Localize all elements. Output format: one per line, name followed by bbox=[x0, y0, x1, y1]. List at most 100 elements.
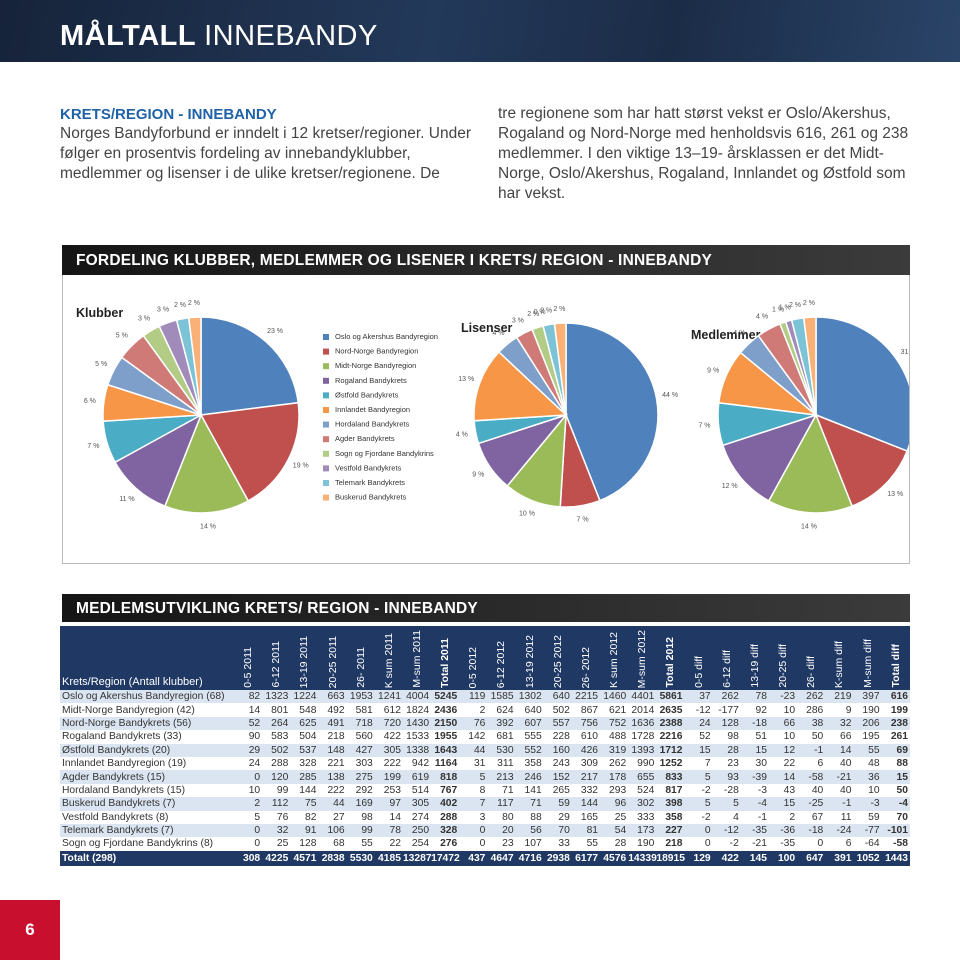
cell: 398 bbox=[656, 797, 685, 811]
cell: 78 bbox=[374, 823, 403, 838]
slice-label: 2 % bbox=[188, 300, 200, 307]
cell: 265 bbox=[543, 783, 572, 798]
row-label: Rogaland Bandykrets (33) bbox=[60, 730, 234, 744]
cell: 2215 bbox=[571, 690, 601, 704]
cell: 24 bbox=[684, 716, 713, 731]
cell: 504 bbox=[290, 730, 319, 744]
slice-label: 31 % bbox=[901, 349, 909, 356]
data-table: Krets/Region (Antall klubber) 0-5 2011 6-1… bbox=[60, 626, 910, 866]
cell: -36 bbox=[768, 823, 798, 838]
section-title: FORDELING KLUBBER, MEDLEMMER OG LISENER … bbox=[76, 252, 713, 269]
cell: 222 bbox=[374, 756, 403, 771]
cell: 10 bbox=[768, 703, 798, 717]
cell: 1052 bbox=[853, 850, 882, 866]
column-header: M-sum 2012 bbox=[628, 626, 657, 690]
cell: 18915 bbox=[656, 850, 685, 866]
table-foot: Totalt (298) 308 4225 4571 2838 5530 4185 13287… bbox=[60, 850, 910, 866]
cell: -2 bbox=[684, 783, 713, 798]
cell: 640 bbox=[515, 703, 544, 717]
cell: 502 bbox=[543, 703, 572, 717]
cell: 303 bbox=[346, 756, 375, 771]
pie-slice bbox=[721, 413, 818, 502]
cell: 138 bbox=[318, 770, 347, 784]
pie-slice bbox=[199, 401, 300, 502]
cell: 24 bbox=[234, 756, 263, 771]
cell: 2014 bbox=[628, 703, 657, 717]
cell: 10 bbox=[853, 783, 882, 798]
cell: 254 bbox=[402, 837, 432, 851]
legend-swatch bbox=[323, 450, 329, 457]
cell: 5530 bbox=[346, 850, 375, 866]
slice-label: 4 % bbox=[733, 330, 745, 337]
cell: -39 bbox=[740, 770, 769, 784]
column-header: K sum 2011 bbox=[374, 626, 403, 690]
cell: 5 bbox=[712, 797, 741, 811]
cell: 14 bbox=[768, 770, 798, 784]
cell: 32 bbox=[825, 716, 854, 731]
cell: 427 bbox=[346, 743, 375, 757]
cell: 2 bbox=[459, 703, 488, 717]
column-header-text: 20-25 diff bbox=[777, 644, 790, 688]
cell: 112 bbox=[262, 797, 291, 811]
cell: -24 bbox=[825, 823, 854, 838]
cell: 28 bbox=[600, 837, 629, 851]
cell: 99 bbox=[346, 823, 375, 838]
column-header-text: 13-19 2011 bbox=[298, 635, 311, 688]
cell: 607 bbox=[515, 716, 544, 731]
column-header: 26- 2012 bbox=[571, 626, 601, 690]
cell: 51 bbox=[740, 730, 769, 744]
cell: 29 bbox=[234, 743, 263, 757]
cell: 867 bbox=[571, 703, 601, 717]
cell: 2 bbox=[234, 797, 263, 811]
cell: 148 bbox=[318, 743, 347, 757]
row-label: Sogn og Fjordane Bandykrins (8) bbox=[60, 837, 234, 851]
cell: 190 bbox=[628, 837, 657, 851]
cell: 817 bbox=[656, 783, 685, 798]
cell: 17472 bbox=[431, 850, 460, 866]
cell: -25 bbox=[797, 797, 826, 811]
slice-label: 5 % bbox=[116, 333, 128, 340]
cell: 55 bbox=[346, 837, 375, 851]
page-title: MÅLTALL INNEBANDY bbox=[60, 20, 378, 53]
legend-swatch bbox=[323, 334, 329, 340]
cell: -1 bbox=[797, 743, 826, 757]
cell: 1585 bbox=[487, 690, 516, 704]
cell: 40 bbox=[825, 783, 854, 798]
cell: 488 bbox=[600, 730, 629, 744]
cell: 44 bbox=[318, 797, 347, 811]
cell: 66 bbox=[768, 716, 798, 731]
cell: 23 bbox=[712, 756, 741, 771]
column-header: 13-19 diff bbox=[740, 626, 769, 690]
cell: -12 bbox=[712, 823, 741, 838]
legend-label: Vestfold Bandykrets bbox=[335, 463, 402, 472]
pie-panel: Klubber 23 % 19 % 14 % 11 % 7 % 6 % 5 % 5 % 3 % 3 … bbox=[62, 275, 917, 564]
cell: -35 bbox=[740, 823, 769, 838]
column-header-text: 6-12 diff bbox=[720, 650, 733, 688]
cell: 5 bbox=[459, 770, 488, 784]
cell: 990 bbox=[628, 756, 657, 771]
cell: 502 bbox=[262, 743, 291, 757]
intro-left-text: Norges Bandyforbund er inndelt i 12 kret… bbox=[60, 125, 471, 182]
slice-label: 14 % bbox=[200, 524, 216, 531]
cell: 262 bbox=[797, 690, 826, 704]
cell: 43 bbox=[768, 783, 798, 798]
cell: 801 bbox=[262, 703, 291, 717]
pie-title: Medlemmer bbox=[691, 328, 761, 342]
column-header-text: 0-5 2011 bbox=[242, 647, 255, 688]
legend-swatch bbox=[323, 407, 329, 413]
column-header-text: 13-19 diff bbox=[748, 644, 761, 688]
cell: 2 bbox=[768, 810, 798, 824]
cell: 942 bbox=[402, 756, 432, 771]
cell: 1460 bbox=[600, 690, 629, 704]
cell: 169 bbox=[346, 797, 375, 811]
cell: 10 bbox=[768, 730, 798, 744]
cell: 720 bbox=[374, 716, 403, 731]
cell: 190 bbox=[853, 703, 882, 717]
cell: 555 bbox=[515, 730, 544, 744]
column-header: 13-19 2012 bbox=[515, 626, 544, 690]
total-row: Totalt (298) 308 4225 4571 2838 5530 4185 13287… bbox=[60, 850, 910, 866]
slice-label: 6 % bbox=[84, 398, 96, 405]
cell: 333 bbox=[628, 810, 657, 824]
column-header-text: M-sum 2011 bbox=[411, 630, 424, 688]
